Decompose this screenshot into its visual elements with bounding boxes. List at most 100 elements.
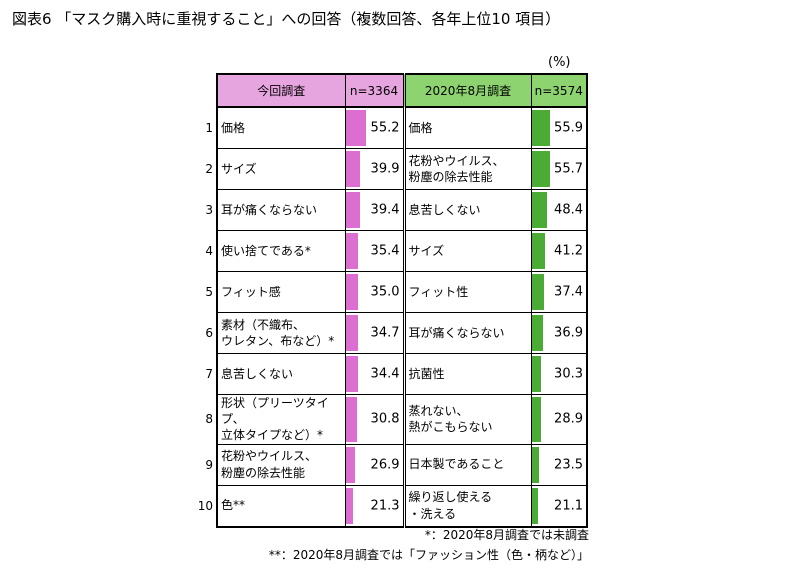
current-item-label: フィット感: [216, 271, 346, 313]
prev-bar-cell: 37.4: [530, 271, 588, 313]
table-row: 1 価格 55.2 価格 55.9: [197, 106, 588, 149]
prev-bar: [531, 397, 541, 442]
header-current-label: 今回調査: [216, 73, 346, 108]
table-header-row: 今回調査 n=3364 2020年8月調査 n=3574: [197, 73, 588, 108]
current-bar: [345, 274, 359, 310]
prev-value-label: 41.2: [554, 243, 583, 259]
current-bar: [345, 356, 359, 392]
current-item-label: 花粉やウイルス、 粉塵の除去性能: [216, 443, 346, 486]
prev-bar: [531, 446, 540, 483]
prev-item-label: 抗菌性: [402, 353, 532, 395]
header-current-n: n=3364: [344, 73, 405, 108]
prev-item-label: 繰り返し使える ・洗える: [402, 484, 532, 528]
prev-bar: [531, 151, 550, 187]
prev-bar-cell: 30.3: [530, 353, 588, 395]
rank-label: 4: [205, 244, 213, 258]
prev-bar-cell: 48.4: [530, 189, 588, 231]
table-row: 5 フィット感 35.0 フィット性 37.4: [197, 271, 588, 313]
current-bar: [345, 315, 359, 351]
current-item-label: 価格: [216, 106, 346, 149]
prev-bar-cell: 21.1: [530, 484, 588, 528]
current-bar: [345, 151, 361, 187]
rank-label: 2: [205, 162, 213, 176]
prev-value-label: 55.7: [554, 161, 583, 177]
footnote-1: *：2020年8月調査では未調査: [424, 528, 589, 542]
prev-bar-cell: 23.5: [530, 443, 588, 486]
chart-title: 図表6 「マスク購入時に重視すること」への回答（複数回答、各年上位10 項目）: [12, 10, 561, 28]
prev-value-label: 36.9: [554, 325, 583, 341]
prev-item-label: 息苦しくない: [402, 189, 532, 231]
current-bar-cell: 34.7: [344, 312, 405, 354]
prev-bar: [531, 274, 544, 310]
header-prev-n: n=3574: [530, 73, 588, 108]
current-bar-cell: 35.0: [344, 271, 405, 313]
prev-bar-cell: 55.9: [530, 106, 588, 149]
prev-bar-cell: 41.2: [530, 230, 588, 272]
current-bar-cell: 21.3: [344, 484, 405, 528]
prev-bar-cell: 36.9: [530, 312, 588, 354]
rank-label: 8: [205, 412, 213, 427]
prev-bar: [531, 356, 542, 392]
current-item-label: 色**: [216, 484, 346, 528]
current-item-label: 息苦しくない: [216, 353, 346, 395]
table-row: 7 息苦しくない 34.4 抗菌性 30.3: [197, 353, 588, 395]
current-value-label: 35.0: [370, 284, 400, 300]
current-bar: [345, 487, 354, 524]
current-bar-cell: 30.8: [344, 394, 405, 445]
prev-value-label: 28.9: [554, 411, 583, 427]
current-item-label: 使い捨てである*: [216, 230, 346, 272]
rank-label: 6: [205, 326, 213, 340]
current-bar: [345, 233, 359, 269]
prev-bar: [531, 110, 550, 146]
current-value-label: 30.8: [370, 411, 400, 427]
prev-bar-cell: 55.7: [530, 148, 588, 190]
current-value-label: 55.2: [370, 120, 400, 136]
current-bar-cell: 55.2: [344, 106, 405, 149]
current-item-label: サイズ: [216, 148, 346, 190]
rank-label: 5: [205, 285, 213, 299]
prev-bar: [531, 192, 548, 228]
current-bar-cell: 39.9: [344, 148, 405, 190]
current-bar: [345, 110, 366, 146]
prev-value-label: 21.1: [554, 498, 583, 514]
prev-item-label: 花粉やウイルス、 粉塵の除去性能: [402, 148, 532, 190]
prev-bar-cell: 28.9: [530, 394, 588, 445]
rank-label: 10: [197, 498, 213, 513]
prev-bar: [531, 487, 539, 524]
prev-item-label: 蒸れない、 熱がこもらない: [402, 394, 532, 445]
table-row: 4 使い捨てである* 35.4 サイズ 41.2: [197, 230, 588, 272]
current-bar-cell: 34.4: [344, 353, 405, 395]
header-prev-label: 2020年8月調査: [402, 73, 532, 108]
footnote-2: **：2020年8月調査では「ファッション性（色・柄など）」: [268, 548, 589, 562]
prev-item-label: 価格: [402, 106, 532, 149]
rank-label: 1: [205, 120, 213, 135]
rank-label: 3: [205, 203, 213, 217]
prev-value-label: 37.4: [554, 284, 583, 300]
current-bar: [345, 397, 357, 442]
current-item-label: 形状（プリーツタイプ、 立体タイプなど）*: [216, 394, 346, 445]
prev-value-label: 23.5: [554, 457, 583, 473]
current-bar-cell: 26.9: [344, 443, 405, 486]
prev-value-label: 30.3: [554, 366, 583, 382]
prev-bar: [531, 315, 544, 351]
prev-item-label: 日本製であること: [402, 443, 532, 486]
prev-bar: [531, 233, 545, 269]
current-item-label: 耳が痛くならない: [216, 189, 346, 231]
current-bar: [345, 446, 356, 483]
current-bar: [345, 192, 360, 228]
prev-item-label: フィット性: [402, 271, 532, 313]
prev-value-label: 48.4: [554, 202, 583, 218]
table-row: 9 花粉やウイルス、 粉塵の除去性能 26.9 日本製であること 23.5: [197, 443, 588, 486]
table-row: 8 形状（プリーツタイプ、 立体タイプなど）* 30.8 蒸れない、 熱がこもらない 2…: [197, 394, 588, 445]
prev-value-label: 55.9: [554, 120, 583, 136]
prev-item-label: 耳が痛くならない: [402, 312, 532, 354]
prev-item-label: サイズ: [402, 230, 532, 272]
current-value-label: 21.3: [370, 498, 400, 514]
rank-label: 7: [205, 367, 213, 381]
current-value-label: 35.4: [370, 243, 400, 259]
current-bar-cell: 35.4: [344, 230, 405, 272]
unit-label: (%): [548, 55, 571, 70]
current-value-label: 34.7: [370, 325, 400, 341]
table-row: 3 耳が痛くならない 39.4 息苦しくない 48.4: [197, 189, 588, 231]
current-item-label: 素材（不織布、 ウレタン、布など）*: [216, 312, 346, 354]
